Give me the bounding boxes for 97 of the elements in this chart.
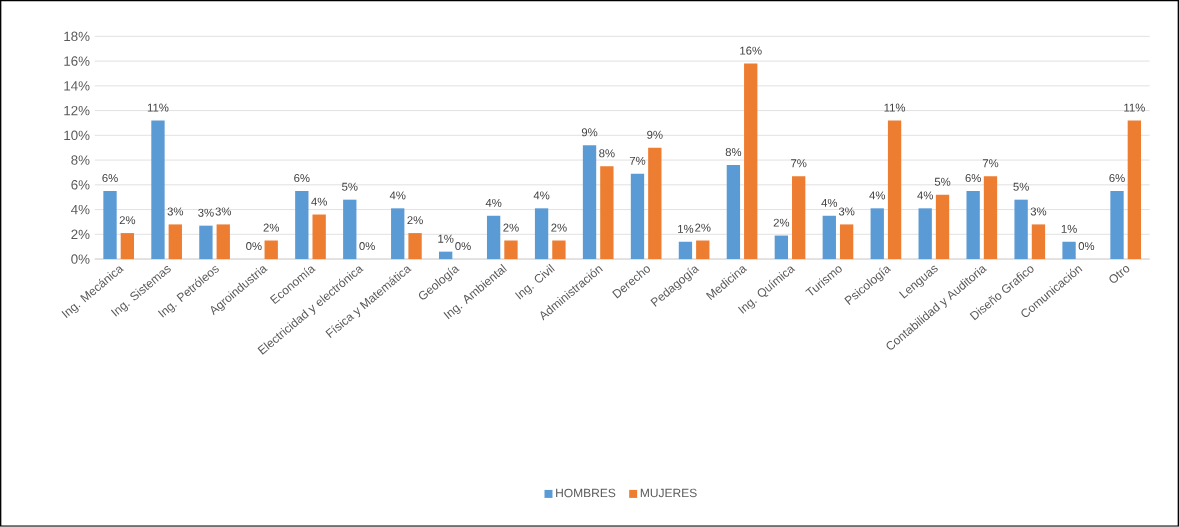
bar [295, 191, 309, 260]
data-label: 6% [294, 174, 310, 183]
bar [1127, 120, 1142, 260]
data-label: 0% [1078, 242, 1095, 251]
data-label: 3% [215, 207, 232, 216]
data-label: 0% [246, 242, 262, 251]
legend-label: HOMBRES [556, 488, 616, 498]
data-label: 16% [740, 46, 762, 55]
bar [696, 240, 710, 260]
bar [1110, 191, 1124, 260]
data-label: 6% [965, 174, 981, 183]
data-label: 3% [167, 207, 184, 216]
bar [744, 63, 758, 260]
bar [312, 214, 326, 260]
bar [678, 241, 693, 260]
bar [216, 224, 230, 260]
data-label: 2% [503, 223, 519, 232]
bar [648, 147, 662, 260]
data-label: 4% [485, 198, 502, 207]
data-label: 2% [263, 223, 279, 232]
data-label: 3% [838, 207, 855, 216]
data-label: 4% [917, 191, 933, 200]
bar [168, 224, 182, 260]
data-label: 4% [869, 191, 886, 200]
data-label: 1% [1061, 224, 1077, 233]
bar [822, 215, 836, 260]
bar [199, 225, 213, 260]
data-label: 0% [359, 242, 375, 251]
bar [726, 165, 741, 260]
bar [343, 199, 357, 260]
data-label: 3% [1030, 207, 1047, 216]
data-label: 7% [791, 159, 807, 168]
bar [504, 240, 518, 260]
bar [774, 235, 789, 260]
data-label: 4% [389, 191, 406, 200]
bar [151, 120, 165, 260]
data-label: 1% [438, 234, 454, 243]
bar [486, 215, 501, 260]
data-label: 4% [533, 191, 550, 200]
y-tick-label: 8% [71, 155, 90, 165]
data-label: 2% [407, 216, 423, 225]
bar [966, 191, 980, 260]
data-label: 2% [773, 218, 790, 227]
bar [935, 194, 950, 260]
bar [391, 208, 405, 260]
bar [103, 191, 117, 260]
bar [983, 176, 998, 260]
bar [600, 166, 614, 260]
data-label: 8% [725, 148, 742, 157]
data-label: 1% [678, 224, 694, 233]
y-tick-label: 12% [64, 105, 90, 116]
bar [264, 240, 278, 260]
data-label: 11% [884, 103, 906, 112]
bar [1062, 241, 1076, 260]
bar [582, 145, 597, 260]
data-label: 4% [311, 197, 327, 206]
data-label: 5% [934, 177, 951, 186]
bar [534, 208, 549, 260]
legend-label: MUJERES [640, 488, 697, 498]
y-tick-label: 18% [64, 31, 90, 42]
data-label: 7% [982, 159, 999, 168]
y-tick-label: 0% [71, 254, 90, 264]
y-tick-label: 16% [64, 56, 90, 66]
data-label: 6% [1109, 174, 1125, 183]
data-label: 2% [695, 223, 711, 232]
y-tick-label: 4% [71, 204, 90, 215]
bar [870, 208, 884, 260]
bar [839, 224, 854, 260]
data-label: 9% [581, 128, 598, 137]
data-label: 4% [821, 198, 838, 207]
data-label: 8% [599, 149, 615, 158]
bar [630, 173, 645, 260]
data-label: 5% [342, 182, 358, 191]
data-label: 0% [455, 242, 471, 251]
bar [792, 176, 806, 260]
data-label: 2% [551, 223, 567, 232]
bar [887, 120, 902, 260]
bar [918, 208, 932, 260]
y-tick-label: 14% [64, 81, 90, 91]
y-tick-label: 2% [71, 229, 90, 240]
data-label: 11% [1124, 103, 1145, 112]
data-label: 9% [647, 130, 663, 139]
data-label: 5% [1013, 182, 1029, 191]
y-tick-label: 10% [64, 130, 90, 141]
bar [120, 233, 135, 260]
bar [552, 240, 566, 260]
x-tick-label: Otro [1109, 266, 1130, 283]
data-label: 2% [119, 216, 136, 225]
bar [1014, 199, 1028, 260]
bar [408, 233, 422, 260]
data-label: 3% [198, 208, 214, 217]
y-tick-label: 6% [71, 180, 90, 190]
data-label: 11% [147, 103, 169, 112]
bar [439, 251, 453, 260]
data-label: 7% [629, 156, 646, 165]
data-label: 6% [102, 174, 118, 183]
bar [1031, 224, 1046, 260]
